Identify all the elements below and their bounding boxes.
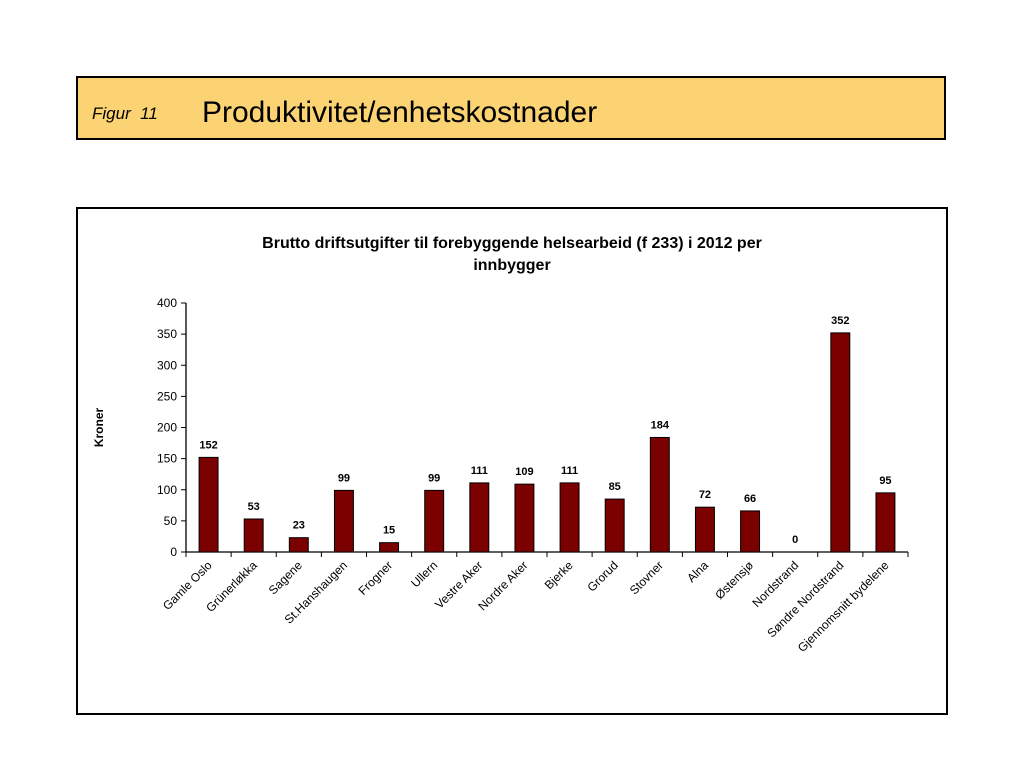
y-tick-label: 150	[157, 452, 177, 466]
chart-title: Brutto driftsutgifter til forebyggende h…	[78, 233, 946, 277]
bar	[875, 492, 896, 553]
y-tick-label: 200	[157, 421, 177, 435]
category-label: Frogner	[356, 558, 396, 598]
category-label: Grorud	[584, 558, 620, 594]
y-axis-title: Kroner	[92, 408, 106, 448]
bar	[649, 436, 670, 553]
y-tick-label: 250	[157, 389, 177, 403]
bar	[198, 456, 219, 553]
bar	[694, 506, 715, 553]
y-tick-label: 0	[170, 545, 177, 559]
y-tick-label: 100	[157, 483, 177, 497]
bar	[830, 332, 851, 553]
bar	[559, 482, 580, 553]
bar	[379, 542, 400, 553]
bar	[469, 482, 490, 553]
data-label: 352	[831, 315, 849, 327]
data-label: 53	[248, 501, 260, 513]
data-label: 109	[515, 466, 533, 478]
category-label: Alna	[684, 558, 711, 585]
category-label: Ullern	[408, 558, 440, 590]
figure-header: Figur 11 Produktivitet/enhetskostnader	[76, 76, 946, 140]
data-label: 184	[651, 419, 670, 431]
y-tick-label: 300	[157, 358, 177, 372]
chart-frame: Brutto driftsutgifter til forebyggende h…	[76, 207, 948, 715]
category-label: Østensjø	[712, 558, 756, 602]
y-tick-label: 400	[157, 296, 177, 310]
bar	[604, 498, 625, 553]
data-label: 99	[338, 472, 350, 484]
chart-title-line-1: Brutto driftsutgifter til forebyggende h…	[262, 235, 762, 252]
category-label: Sagene	[266, 558, 305, 597]
figure-number: Figur 11	[92, 104, 158, 123]
bar	[243, 518, 264, 553]
data-label: 152	[199, 439, 217, 451]
data-label: 99	[428, 472, 440, 484]
bar	[288, 537, 309, 553]
data-label: 15	[383, 525, 395, 537]
data-label: 111	[471, 465, 488, 477]
bar	[740, 510, 761, 553]
y-tick-label: 350	[157, 327, 177, 341]
data-label: 95	[879, 475, 891, 487]
data-label: 66	[744, 493, 756, 505]
page-title: Produktivitet/enhetskostnader	[202, 96, 598, 129]
bar	[514, 483, 535, 553]
y-tick-label: 50	[164, 514, 178, 528]
category-label: Gjennomsnitt bydelene	[795, 558, 892, 655]
data-label: 85	[609, 481, 621, 493]
category-label: Bjerke	[542, 558, 576, 592]
bar	[333, 489, 354, 553]
data-label: 72	[699, 489, 711, 501]
category-label: Søndre Nordstrand	[764, 558, 846, 640]
data-label: 23	[293, 520, 305, 532]
chart-title-line-2: innbygger	[473, 257, 551, 274]
bar	[424, 489, 445, 553]
data-label: 111	[561, 465, 578, 477]
category-label: Stovner	[627, 558, 666, 597]
data-label: 0	[792, 534, 798, 546]
